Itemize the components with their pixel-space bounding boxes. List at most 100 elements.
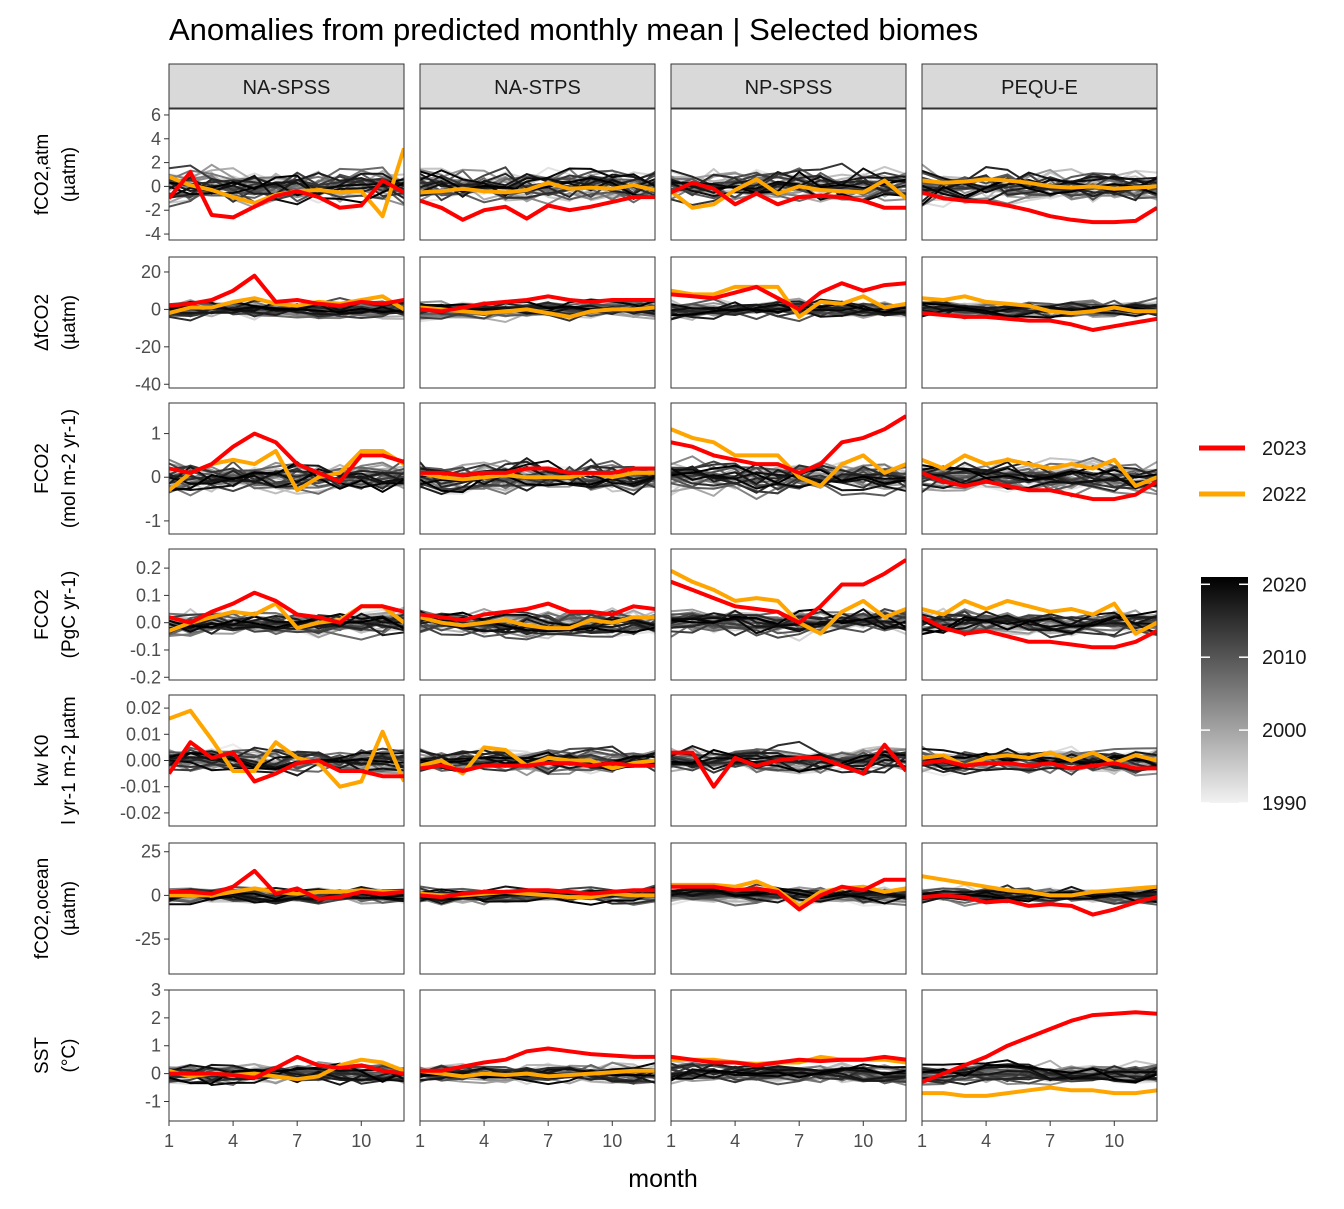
panel-lines [922,745,1157,777]
panel [921,694,1158,827]
series-line-2023 [922,190,1157,225]
panel [921,842,1158,975]
x-tick-label: 10 [351,1131,371,1151]
background-year-line [169,178,404,197]
series-line-2023 [671,877,906,912]
panel [921,548,1158,681]
y-tick-label: 6 [151,105,161,125]
panel-border [168,694,405,827]
panel-lines [922,163,1157,225]
panel-background [922,990,1157,1121]
panel-border [168,842,405,975]
series-line-2023 [671,558,906,625]
background-year-line [922,178,1157,206]
background-year-line [922,610,1157,636]
y-axis-title: fCO2,atm [32,134,53,215]
y-tick-label: -25 [135,929,161,949]
x-tick-label: 7 [292,1131,302,1151]
background-year-line [922,464,1157,482]
panel: 1 4 7 10 [164,989,405,1151]
panel [168,108,405,241]
background-year-line [671,750,906,767]
background-year-line [671,302,906,317]
series-line-2022 [922,294,1157,316]
panel-border [168,256,405,389]
series-line-2023 [169,1054,404,1080]
panel-lines [420,1046,655,1086]
y-tick-label: -4 [145,224,161,244]
panel-border [921,402,1158,535]
panel-lines [671,1054,906,1086]
series-line-2023 [922,471,1157,502]
background-year-line [671,462,906,491]
background-year-line [922,752,1157,767]
series-line-2022 [420,1068,655,1079]
background-year-line [922,172,1157,193]
background-year-line [169,462,404,484]
y-tick-label: -0.2 [130,667,161,687]
background-year-line [671,748,906,773]
y-axis-title: l yr-1 m-2 µatm [59,696,80,824]
series-line-2022 [922,453,1157,488]
series-line-2023 [420,294,655,314]
colorbar-label: 2010 [1262,647,1307,669]
panel-border [168,108,405,241]
x-tick-label: 4 [479,1131,489,1151]
legend-label: 2023 [1262,438,1307,460]
panel-lines [169,273,404,322]
series-line-2023 [671,414,906,475]
background-year-line [922,610,1157,639]
background-year-line [671,1066,906,1079]
series-line-2022 [922,598,1157,636]
background-year-line [671,888,906,905]
panel [419,842,656,975]
y-axis-title: ΔfCO2 [32,294,53,351]
background-year-line [922,472,1157,490]
panel [419,548,656,681]
panel-border [419,402,656,535]
panel-background [420,257,655,388]
panel [419,694,656,827]
facet-strip [670,63,907,109]
background-year-line [169,470,404,489]
series-line-2022 [922,177,1157,191]
x-axis-title: month [628,1165,697,1193]
y-tick-label: 0.00 [126,751,161,771]
series-line-2023 [169,273,404,308]
series-line-2022 [420,305,655,319]
panel [670,842,907,975]
background-year-line [922,754,1157,770]
panel-border [921,694,1158,827]
series-line-2023 [420,888,655,900]
x-tick-label: 10 [1104,1131,1124,1151]
legend-label: 2022 [1262,484,1307,506]
series-line-2023 [922,311,1157,332]
panel-lines [169,1054,404,1087]
panel: 1 4 7 10 [666,989,907,1151]
panel-lines [420,601,655,641]
series-line-2022 [420,180,655,195]
series-line-2023 [922,1010,1157,1084]
background-year-line [671,167,906,198]
panel-lines [420,294,655,324]
y-tick-label: -0.01 [120,777,161,797]
background-year-line [671,610,906,634]
panel-lines [922,453,1157,502]
panel-border [670,694,907,827]
panel [921,402,1158,535]
panel-lines [671,558,906,642]
y-tick-label: 0.1 [136,585,161,605]
panel-background [671,257,906,388]
x-tick-label: 1 [164,1131,174,1151]
background-year-line [922,1075,1157,1086]
y-tick-label: 0.01 [126,724,161,744]
y-tick-label: -2 [145,200,161,220]
series-line-2023 [671,281,906,312]
background-year-line [169,616,404,629]
x-tick-label: 4 [228,1131,238,1151]
background-year-line [922,465,1157,488]
series-line-2023 [420,601,655,622]
x-tick-label: 1 [415,1131,425,1151]
panel-border [670,108,907,241]
panel-lines [671,281,906,323]
